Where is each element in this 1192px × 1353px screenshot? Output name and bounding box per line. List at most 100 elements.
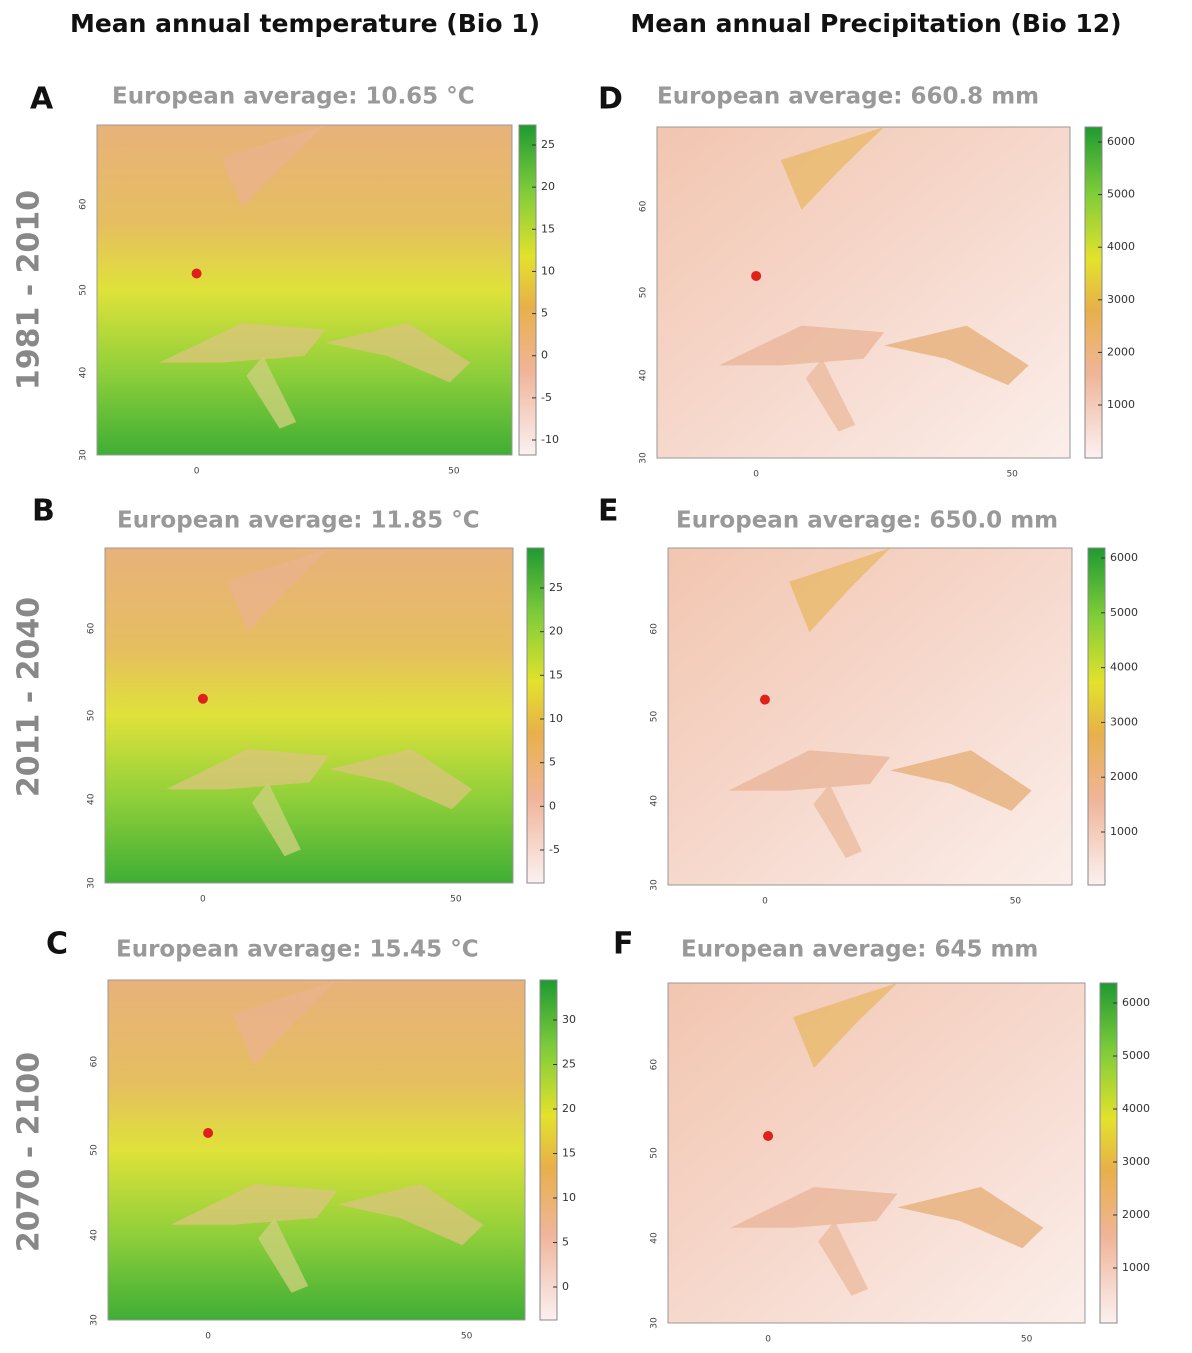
x-tick-label: 0 <box>753 470 759 480</box>
terrain <box>329 749 473 810</box>
colorbar-label: 0 <box>549 799 556 812</box>
terrain <box>325 323 471 383</box>
x-tick-label: 0 <box>200 895 206 905</box>
colorbar-label: 15 <box>562 1147 576 1160</box>
colorbar-label: -10 <box>541 433 559 446</box>
y-tick-label: 60 <box>650 623 660 635</box>
colorbar-label: 25 <box>562 1058 576 1071</box>
colorbar <box>1087 547 1106 886</box>
x-tick-label: 0 <box>194 467 200 477</box>
y-tick-label: 40 <box>79 367 89 379</box>
terrain <box>793 983 898 1068</box>
panel-letter: F <box>613 927 634 962</box>
colorbar-label: -5 <box>541 391 552 404</box>
terrain <box>258 1218 309 1293</box>
colorbar-label: 20 <box>549 625 563 638</box>
colorbar-label: 30 <box>562 1013 576 1026</box>
panel-subtitle: European average: 650.0 mm <box>676 508 1058 534</box>
terrain <box>718 325 885 366</box>
map <box>667 982 1086 1324</box>
y-tick-label: 50 <box>650 1147 660 1159</box>
colorbar-label: 5000 <box>1107 188 1135 201</box>
map <box>656 126 1071 459</box>
colorbar-label: 10 <box>541 264 555 277</box>
column-header: Mean annual Precipitation (Bio 12) <box>630 9 1121 38</box>
x-tick-label: 50 <box>461 1332 473 1342</box>
terrain <box>780 127 885 210</box>
colorbar-label: 0 <box>541 349 548 362</box>
terrain <box>728 750 891 791</box>
terrain <box>818 1221 869 1296</box>
colorbar-label: 20 <box>541 180 555 193</box>
y-tick-label: 50 <box>87 710 97 722</box>
colorbar <box>1084 126 1103 459</box>
terrain <box>730 1187 898 1228</box>
colorbar-label: 3000 <box>1107 293 1135 306</box>
colorbar-label: 3000 <box>1110 715 1138 728</box>
colorbar-label: 4000 <box>1122 1102 1150 1115</box>
terrain <box>884 325 1029 386</box>
y-tick-label: 40 <box>650 1232 660 1244</box>
colorbar-label: 6000 <box>1110 551 1138 564</box>
colorbar-label: 1000 <box>1122 1261 1150 1274</box>
panel-subtitle: European average: 645 mm <box>681 937 1038 963</box>
colorbar-label: -5 <box>549 843 560 856</box>
colorbar-label: 1000 <box>1110 825 1138 838</box>
x-tick-label: 0 <box>205 1332 211 1342</box>
colorbar <box>1099 982 1118 1324</box>
location-marker <box>191 268 202 279</box>
colorbar-label: 5 <box>549 756 556 769</box>
terrain <box>337 1184 484 1246</box>
map <box>107 979 526 1321</box>
panel-letter: B <box>32 494 55 529</box>
panel-letter: A <box>30 82 54 117</box>
colorbar-label: 4000 <box>1107 240 1135 253</box>
colorbar <box>526 547 545 884</box>
y-tick-label: 60 <box>79 198 89 210</box>
terrain <box>897 1187 1044 1249</box>
terrain <box>789 548 891 633</box>
colorbar <box>539 979 558 1321</box>
colorbar-label: 15 <box>541 222 555 235</box>
colorbar-label: 2000 <box>1110 770 1138 783</box>
panel-letter: E <box>598 494 619 529</box>
y-tick-label: 60 <box>650 1059 660 1071</box>
colorbar-label: 6000 <box>1122 996 1150 1009</box>
location-marker <box>763 1131 774 1141</box>
panel-subtitle: European average: 15.45 °C <box>116 937 479 963</box>
terrain <box>805 358 856 432</box>
location-marker <box>751 270 762 281</box>
terrain <box>227 548 330 632</box>
panel-letter: D <box>598 82 623 117</box>
y-tick-label: 50 <box>79 284 89 296</box>
terrain <box>813 783 862 859</box>
y-tick-label: 30 <box>650 1317 660 1329</box>
colorbar-label: 5000 <box>1110 606 1138 619</box>
y-tick-label: 30 <box>87 877 97 889</box>
y-tick-label: 40 <box>90 1229 100 1241</box>
y-tick-label: 60 <box>639 200 649 212</box>
terrain <box>170 1184 338 1225</box>
y-tick-label: 40 <box>87 793 97 805</box>
x-tick-label: 50 <box>1006 470 1018 480</box>
y-tick-label: 60 <box>90 1056 100 1068</box>
colorbar-label: 1000 <box>1107 398 1135 411</box>
colorbar-label: 0 <box>562 1280 569 1293</box>
terrain <box>251 782 301 857</box>
location-marker <box>203 1128 214 1138</box>
colorbar-label: 10 <box>562 1191 576 1204</box>
colorbar-label: 20 <box>562 1102 576 1115</box>
colorbar <box>518 124 537 456</box>
y-tick-label: 50 <box>639 287 649 299</box>
map <box>667 547 1073 886</box>
x-tick-label: 50 <box>448 467 460 477</box>
panel-letter: C <box>46 927 68 962</box>
terrain <box>246 356 297 429</box>
terrain <box>233 980 338 1065</box>
terrain <box>166 749 330 790</box>
x-tick-label: 50 <box>450 895 462 905</box>
y-tick-label: 40 <box>639 369 649 381</box>
panel-subtitle: European average: 11.85 °C <box>117 508 480 534</box>
y-tick-label: 30 <box>650 879 660 891</box>
